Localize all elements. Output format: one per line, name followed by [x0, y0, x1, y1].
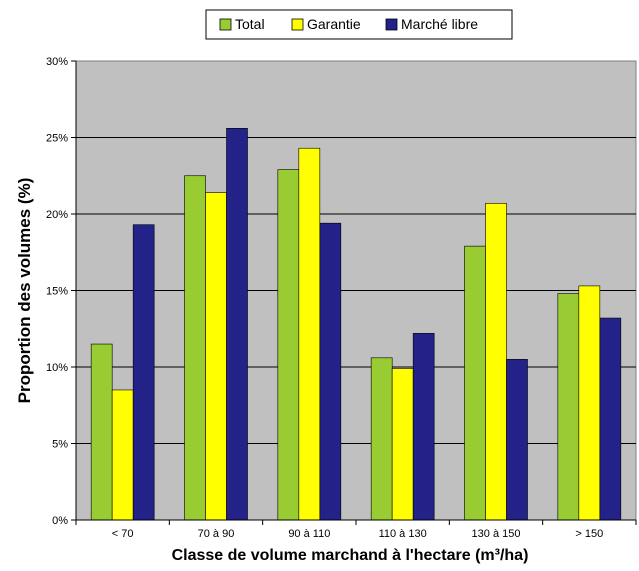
bar-marche-libre-4 [412, 333, 435, 521]
bar-garantie-4 [391, 368, 414, 521]
bar-garantie-5 [485, 202, 507, 521]
legend-label-total: Total [235, 16, 265, 32]
bar-total-3 [277, 169, 300, 521]
bar-marche-libre-2 [226, 128, 248, 521]
legend-box [205, 9, 513, 40]
bar-marche-libre-5 [506, 359, 528, 521]
legend: Total Garantie Marché libre [205, 9, 513, 40]
x-tick-labels: < 70 70 à 90 90 à 110 110 à 130 130 à 150 > 1… [75, 520, 637, 540]
y-tick-label: 25% [46, 133, 68, 145]
legend-label-garantie: Garantie [307, 16, 361, 32]
bars [90, 128, 622, 521]
y-tick-label: 10% [46, 362, 68, 374]
y-tick-label: 5% [52, 439, 68, 451]
y-tick-label: 0% [52, 515, 68, 527]
bar-marche-libre-1 [132, 224, 155, 521]
x-tick-label: 130 à 150 [472, 528, 521, 540]
y-axis-label: Proportion des volumes (%) [15, 178, 34, 404]
bar-total-2 [184, 175, 206, 521]
x-tick-label: 70 à 90 [198, 528, 235, 540]
x-tick-label: 110 à 130 [379, 528, 427, 540]
bar-garantie-2 [205, 192, 227, 521]
legend-label-marche-libre: Marché libre [401, 16, 478, 32]
x-axis-label: Classe de volume marchand à l'hectare (m… [172, 547, 529, 564]
bar-garantie-3 [298, 147, 321, 521]
bar-marche-libre-3 [319, 222, 342, 521]
y-tick-label: 20% [46, 209, 68, 221]
x-tick-label: < 70 [112, 528, 134, 540]
bar-total-5 [464, 245, 486, 521]
x-tick-label: > 150 [575, 528, 603, 540]
legend-swatch-total [219, 18, 232, 31]
bar-garantie-1 [111, 389, 134, 521]
bar-total-4 [370, 357, 393, 521]
bar-garantie-6 [578, 285, 601, 521]
legend-swatch-garantie [291, 18, 304, 31]
bar-total-1 [90, 343, 113, 521]
y-tick-labels: 0% 5% 10% 15% 20% 25% 30% [46, 56, 76, 527]
legend-swatch-marche-libre [385, 18, 398, 31]
bar-marche-libre-6 [599, 317, 622, 521]
y-tick-label: 30% [46, 56, 68, 68]
bar-total-6 [557, 293, 580, 521]
y-tick-label: 15% [46, 286, 68, 298]
gridlines [76, 137, 636, 444]
x-tick-label: 90 à 110 [288, 528, 330, 540]
